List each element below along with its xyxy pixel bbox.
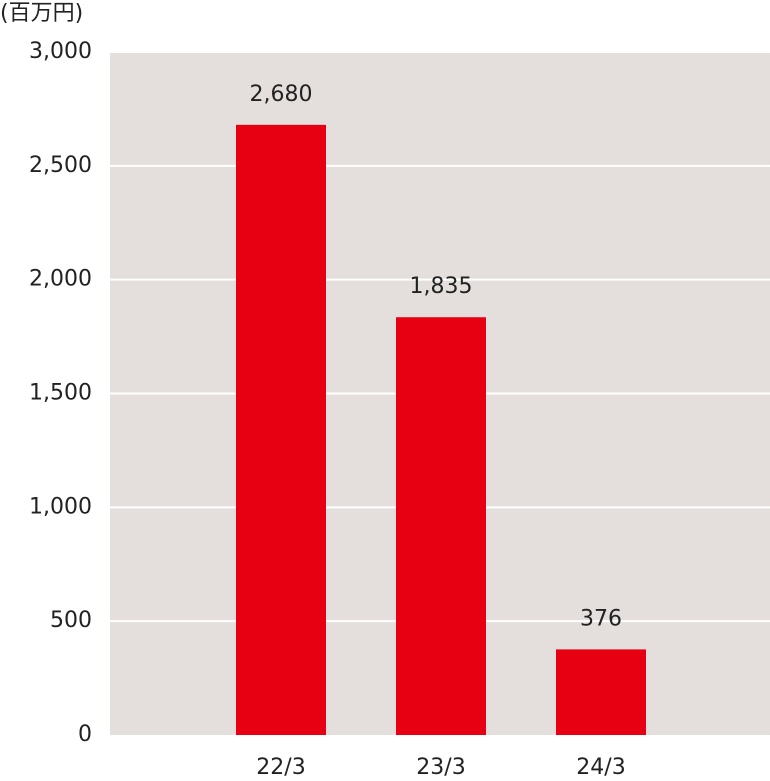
- y-tick-label: 2,000: [29, 267, 92, 292]
- value-label: 376: [580, 606, 622, 631]
- y-tick-label: 500: [50, 608, 92, 633]
- y-tick-label: 1,000: [29, 494, 92, 519]
- bar: [396, 317, 486, 735]
- bar: [556, 649, 646, 735]
- x-tick-label: 23/3: [416, 755, 465, 780]
- x-tick-label: 22/3: [256, 755, 305, 780]
- y-tick-label: 0: [78, 722, 92, 747]
- bar: [236, 124, 326, 735]
- y-tick-label: 1,500: [29, 381, 92, 406]
- unit-label: (百万円): [0, 1, 83, 26]
- value-label: 1,835: [410, 274, 473, 299]
- y-tick-label: 2,500: [29, 153, 92, 178]
- value-label: 2,680: [250, 82, 313, 107]
- y-tick-label: 3,000: [29, 39, 92, 64]
- x-tick-label: 24/3: [576, 755, 625, 780]
